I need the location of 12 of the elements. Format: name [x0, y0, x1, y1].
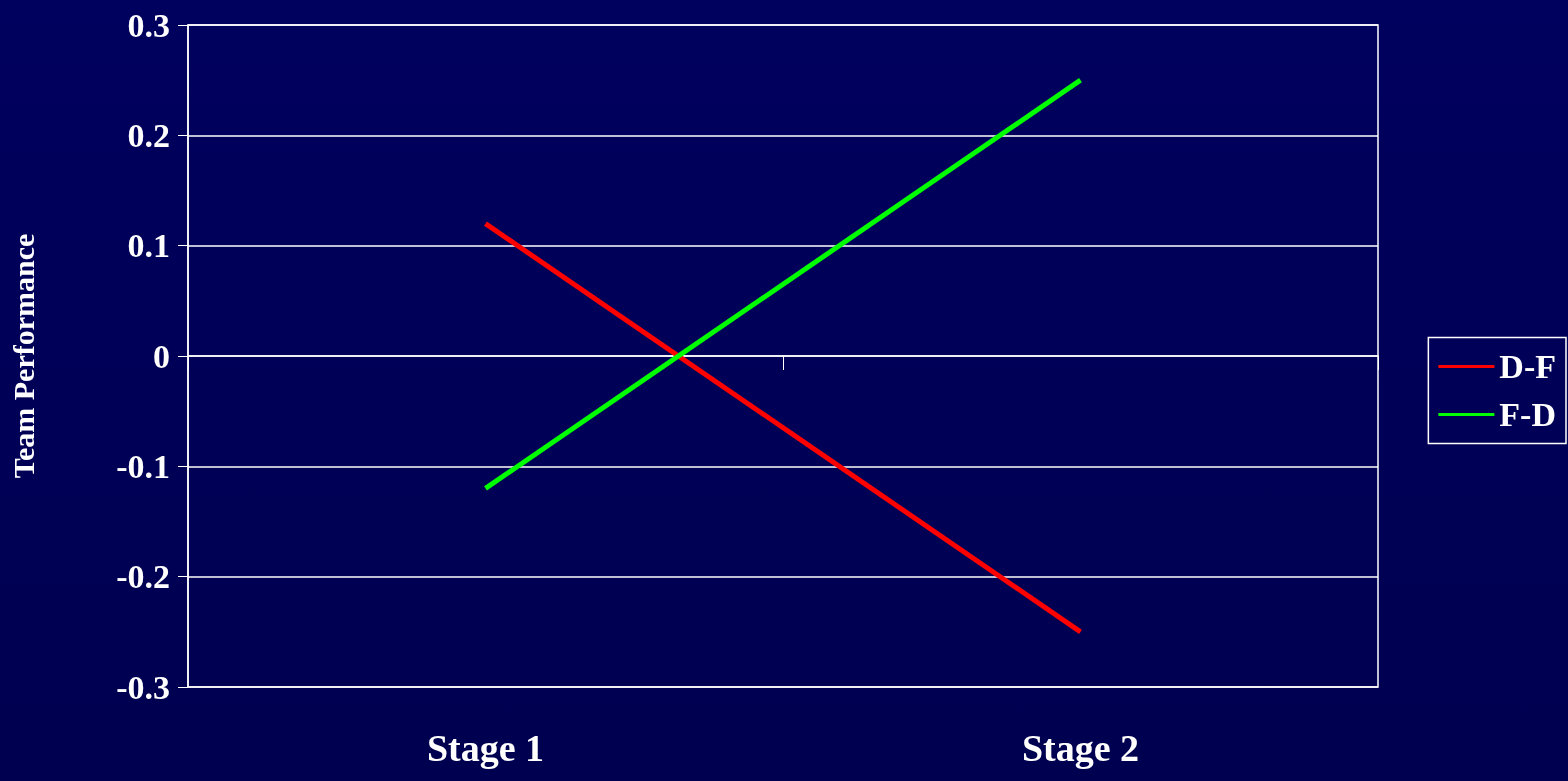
x-tick-label: Stage 1 [426, 727, 545, 769]
y-axis-title: Team Performance [6, 233, 40, 479]
y-tick-label: 0.1 [127, 227, 170, 265]
y-tick-label: 0.2 [127, 116, 170, 154]
legend-label: F-D [1499, 396, 1557, 433]
legend-label: D-F [1499, 348, 1557, 385]
y-tick-label: 0.3 [127, 6, 170, 44]
y-tick-label: -0.3 [116, 668, 170, 706]
y-tick-label: 0 [153, 337, 170, 375]
y-tick-label: -0.1 [116, 447, 170, 485]
y-tick-label: -0.2 [116, 558, 170, 596]
x-tick-label: Stage 2 [1021, 727, 1140, 769]
